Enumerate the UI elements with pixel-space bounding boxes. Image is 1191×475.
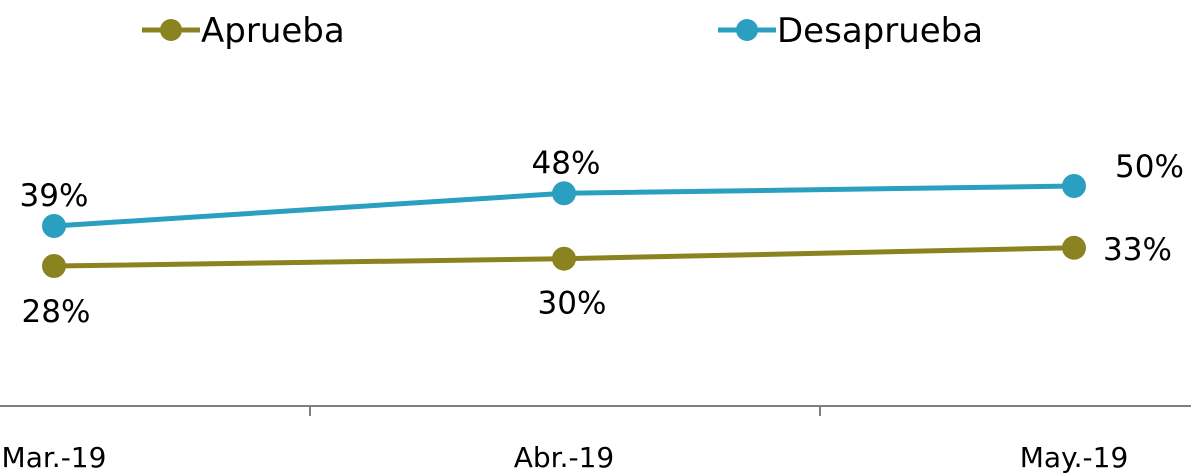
data-label-aprueba-mar-19: 28% [22,294,91,330]
x-axis: Mar.-19 Abr.-19 May.-19 [0,405,1191,474]
legend-marker-desaprueba [736,19,758,41]
legend: Aprueba Desaprueba [142,11,983,51]
legend-item-aprueba: Aprueba [142,11,345,51]
data-point-desaprueba-mar-19 [42,214,66,238]
data-label-aprueba-may-19: 33% [1103,232,1172,268]
data-label-desaprueba-abr-19: 48% [532,145,601,181]
data-point-aprueba-may-19 [1062,235,1086,260]
x-tick-label-abr-19: Abr.-19 [514,441,615,474]
legend-item-desaprueba: Desaprueba [718,11,983,51]
x-tick-label-may-19: May.-19 [1020,441,1129,474]
data-point-desaprueba-abr-19 [552,181,576,206]
legend-label-aprueba: Aprueba [201,11,345,51]
series-desaprueba: 39% 48% 50% [20,145,1184,238]
data-point-aprueba-mar-19 [42,254,66,278]
data-label-aprueba-abr-19: 30% [538,286,607,322]
data-label-desaprueba-mar-19: 39% [20,178,89,214]
data-point-aprueba-abr-19 [552,246,576,271]
data-point-desaprueba-may-19 [1062,174,1086,198]
x-tick-label-mar-19: Mar.-19 [2,441,107,474]
series-aprueba: 28% 30% 33% [22,232,1172,330]
data-label-desaprueba-may-19: 50% [1115,149,1184,185]
legend-label-desaprueba: Desaprueba [777,11,983,51]
legend-marker-aprueba [160,19,182,41]
